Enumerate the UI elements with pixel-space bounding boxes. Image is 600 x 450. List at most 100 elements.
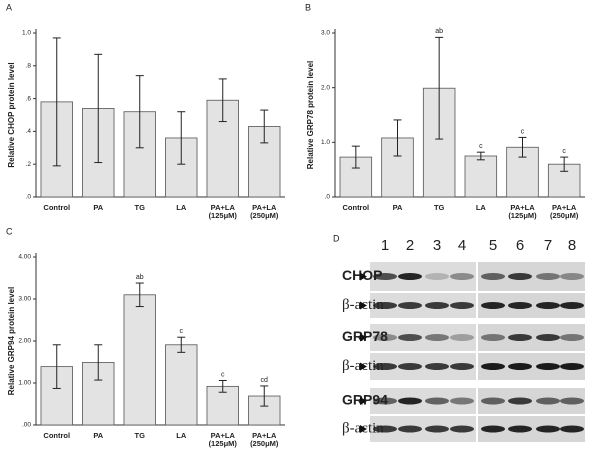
blot-band xyxy=(560,273,584,280)
bar xyxy=(123,294,156,426)
error-bar xyxy=(94,344,103,381)
y-axis-label: Relative GRP94 protein level xyxy=(7,287,16,396)
blot-band xyxy=(373,273,397,280)
blot-band xyxy=(560,363,584,370)
x-tick-label: PA+LA (125μM) xyxy=(208,203,237,220)
blot-band xyxy=(508,302,532,309)
error-bar xyxy=(52,37,61,167)
blot-band xyxy=(398,397,422,405)
blot-strip xyxy=(370,324,476,351)
x-tick-label: Control xyxy=(342,203,370,212)
blot-band xyxy=(481,302,505,309)
y-tick-label: 4.00 xyxy=(18,254,31,261)
blot-band xyxy=(560,302,584,309)
blot-band xyxy=(398,302,422,309)
blot-band xyxy=(450,302,474,309)
blot-band xyxy=(450,334,474,341)
x-tick-label: Control xyxy=(43,431,71,440)
error-bar xyxy=(135,282,144,308)
y-tick-label: .4 xyxy=(26,128,32,135)
error-bar xyxy=(177,336,186,353)
blot-band xyxy=(560,425,584,433)
panel-label: B xyxy=(305,2,311,12)
significance-label: c xyxy=(562,148,566,155)
row-label: GRP78 xyxy=(342,328,388,344)
x-tick-label: LA xyxy=(475,203,486,212)
x-tick-label: TG xyxy=(134,203,145,212)
blot-band xyxy=(508,273,532,280)
x-tick-label: LA xyxy=(176,431,187,440)
blot-band xyxy=(536,273,560,280)
blot-band xyxy=(508,334,532,341)
significance-label: ab xyxy=(136,274,144,281)
x-tick-label: PA+LA (250μM) xyxy=(549,203,579,220)
y-tick-label: 3.0 xyxy=(321,30,330,37)
blot-band xyxy=(508,425,532,433)
significance-label: c xyxy=(221,371,225,378)
blot-band xyxy=(425,334,449,341)
lane-label: 3 xyxy=(433,237,441,254)
x-tick-label: PA xyxy=(93,431,104,440)
row-arrow xyxy=(360,333,367,342)
y-tick-label: 1.0 xyxy=(22,30,31,37)
significance-label: c xyxy=(180,328,184,335)
row-arrow xyxy=(360,425,367,433)
error-bar xyxy=(52,344,61,389)
blot-band xyxy=(560,397,584,405)
error-bar xyxy=(218,78,227,123)
x-tick-label: Control xyxy=(43,203,71,212)
blot-band xyxy=(398,425,422,433)
panel-label: C xyxy=(6,226,13,236)
blot-band xyxy=(450,425,474,433)
significance-label: cd xyxy=(261,377,269,384)
error-bar xyxy=(476,151,485,161)
y-tick-label: .6 xyxy=(26,95,32,102)
y-tick-label: 1.0 xyxy=(321,139,330,146)
y-tick-label: 2.0 xyxy=(321,84,330,91)
y-tick-label: 1.00 xyxy=(18,380,31,387)
lane-label: 1 xyxy=(381,237,389,254)
y-tick-label: .00 xyxy=(22,422,31,429)
blot-band xyxy=(536,397,560,405)
blot-band xyxy=(481,273,505,280)
x-tick-label: PA+LA (125μM) xyxy=(508,203,537,220)
blot-band xyxy=(450,397,474,405)
error-bar xyxy=(218,379,227,393)
blot-band xyxy=(373,363,397,370)
error-bar xyxy=(177,111,186,165)
lane-label: 7 xyxy=(544,237,552,254)
blot-band xyxy=(398,334,422,341)
blot-band xyxy=(508,397,532,405)
significance-label: c xyxy=(521,128,525,135)
error-bar xyxy=(560,156,569,172)
blot-band xyxy=(536,302,560,309)
panel-label: D xyxy=(333,233,340,243)
blot-band xyxy=(373,397,397,405)
y-tick-label: .0 xyxy=(325,194,331,201)
x-tick-label: TG xyxy=(433,203,445,212)
y-axis-label: Relative CHOP protein level xyxy=(7,62,16,167)
row-arrow xyxy=(360,362,367,371)
error-bar xyxy=(393,119,402,157)
lane-label: 4 xyxy=(458,237,466,254)
blot-band xyxy=(425,273,449,280)
lane-label: 8 xyxy=(568,237,576,254)
blot-band xyxy=(450,273,474,280)
blot-band xyxy=(373,334,397,341)
y-tick-label: 3.00 xyxy=(18,296,31,303)
error-bar xyxy=(435,36,444,140)
row-arrow xyxy=(360,397,367,405)
row-arrow xyxy=(360,272,367,281)
y-tick-label: .0 xyxy=(26,194,32,201)
bar xyxy=(464,155,498,198)
x-tick-label: PA+LA (250μM) xyxy=(250,203,279,220)
y-tick-label: 2.00 xyxy=(18,338,31,345)
blot-band xyxy=(481,397,505,405)
blot-band xyxy=(536,363,560,370)
blot-band xyxy=(425,302,449,309)
blot-band xyxy=(481,334,505,341)
x-tick-label: PA xyxy=(93,203,104,212)
bar xyxy=(165,344,198,426)
blot-band xyxy=(560,334,584,341)
